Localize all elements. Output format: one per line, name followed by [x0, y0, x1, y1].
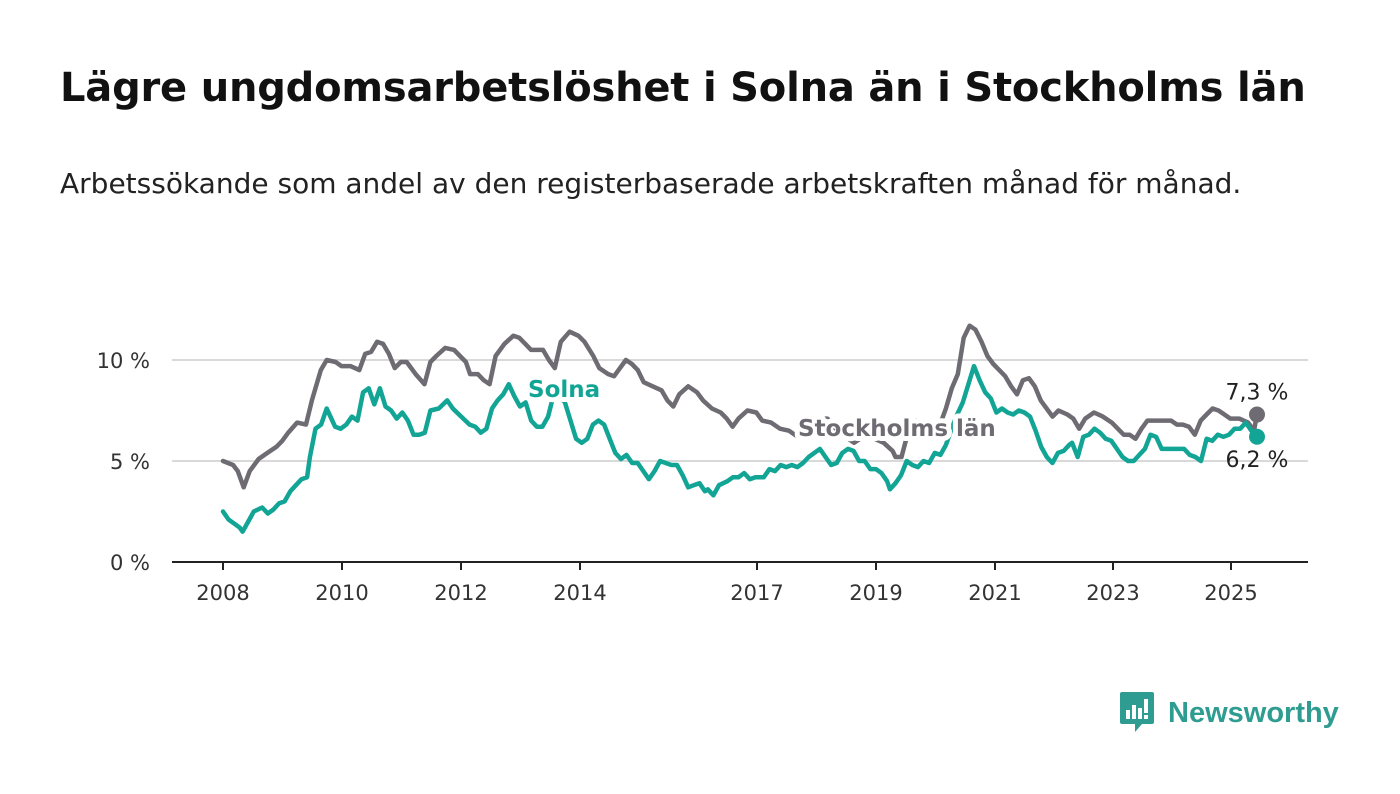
x-tick-label: 2023	[1086, 581, 1139, 605]
x-tick-label: 2014	[553, 581, 606, 605]
x-tick-label: 2012	[434, 581, 487, 605]
grid-lines	[172, 359, 1308, 462]
x-tick-label: 2017	[730, 581, 783, 605]
x-tick-label: 2019	[849, 581, 902, 605]
x-tick-label: 2021	[968, 581, 1021, 605]
series-label-solna: Solna	[528, 377, 600, 403]
line-chart: 0 %5 %10 % 2008 2010 2012 2014 2017 2019 2021 2…	[97, 323, 1308, 605]
series-line-stockholm	[220, 323, 1260, 490]
chart-title: Lägre ungdomsarbetslöshet i Solna än i S…	[60, 65, 1306, 111]
end-label-solna: 6,2 %	[1226, 448, 1289, 473]
series-labels: Solna Stockholms län	[523, 372, 1001, 447]
newsworthy-logo-icon	[1120, 692, 1154, 732]
series-label-stockholm: Stockholms län	[798, 416, 996, 442]
end-label-stockholm: 7,3 %	[1226, 381, 1289, 406]
x-axis-ticks: 2008 2010 2012 2014 2017 2019 2021 2023 2025	[172, 561, 1308, 605]
brand-logo: Newsworthy	[1118, 690, 1339, 736]
series-line-solna	[220, 363, 1260, 534]
x-tick-label: 2025	[1204, 581, 1257, 605]
y-tick-label: 5 %	[110, 450, 150, 474]
x-tick-label: 2010	[315, 581, 368, 605]
end-marker-solna	[1249, 428, 1265, 445]
brand-name: Newsworthy	[1168, 696, 1339, 729]
series-lines	[220, 323, 1260, 534]
chart-subtitle: Arbetssökande som andel av den registerb…	[60, 167, 1242, 200]
end-marker-stockholm	[1249, 406, 1265, 423]
y-tick-label: 0 %	[110, 551, 150, 575]
y-tick-label: 10 %	[97, 349, 150, 373]
end-markers: 7,3 % 6,2 %	[1226, 381, 1289, 473]
y-axis-ticks: 0 % 5 % 10 %	[97, 349, 150, 575]
x-tick-label: 2008	[196, 581, 249, 605]
